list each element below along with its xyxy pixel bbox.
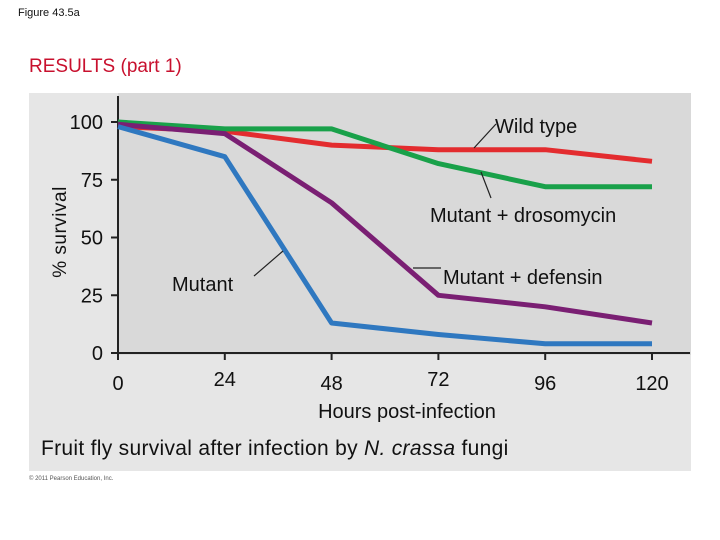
x-axis-label: Hours post-infection — [318, 401, 496, 423]
caption-prefix: Fruit fly survival after infection by — [41, 437, 365, 460]
caption-suffix: fungi — [455, 437, 509, 460]
y-tick-label-0: 0 — [92, 343, 103, 365]
copyright-notice: © 2011 Pearson Education, Inc. — [29, 476, 114, 482]
x-tick-label-96: 96 — [534, 373, 556, 395]
x-tick-label-72: 72 — [427, 369, 449, 391]
annotation-mutant-drosomycin: Mutant + drosomycin — [430, 205, 616, 227]
y-tick-label-25: 25 — [81, 285, 103, 307]
annotation-mutant-defensin: Mutant + defensin — [443, 267, 603, 289]
annotation-wild-type: Wild type — [495, 116, 577, 138]
annotation-leader-mutant-drosomycin — [480, 171, 492, 199]
series-line-mutant — [117, 124, 652, 347]
figure-caption: Fruit fly survival after infection by N.… — [41, 437, 509, 461]
y-tick-label-100: 100 — [70, 112, 103, 134]
plot-area — [118, 93, 691, 355]
y-tick-label-75: 75 — [81, 170, 103, 192]
annotation-leader-mutant — [253, 250, 284, 277]
annotation-leader-wild-type — [473, 123, 497, 149]
x-tick-label-24: 24 — [214, 369, 236, 391]
x-tick-label-120: 120 — [635, 373, 668, 395]
annotation-mutant: Mutant — [172, 274, 234, 296]
series-line-mutant-defensin — [117, 121, 653, 326]
series-line-mutant-drosomycin — [117, 119, 652, 190]
x-tick-label-0: 0 — [112, 373, 123, 395]
x-tick-label-48: 48 — [320, 373, 342, 395]
results-title: RESULTS (part 1) — [29, 56, 182, 77]
y-tick-label-50: 50 — [81, 228, 103, 250]
caption-species: N. crassa — [364, 437, 456, 460]
figure-label: Figure 43.5a — [18, 7, 80, 19]
